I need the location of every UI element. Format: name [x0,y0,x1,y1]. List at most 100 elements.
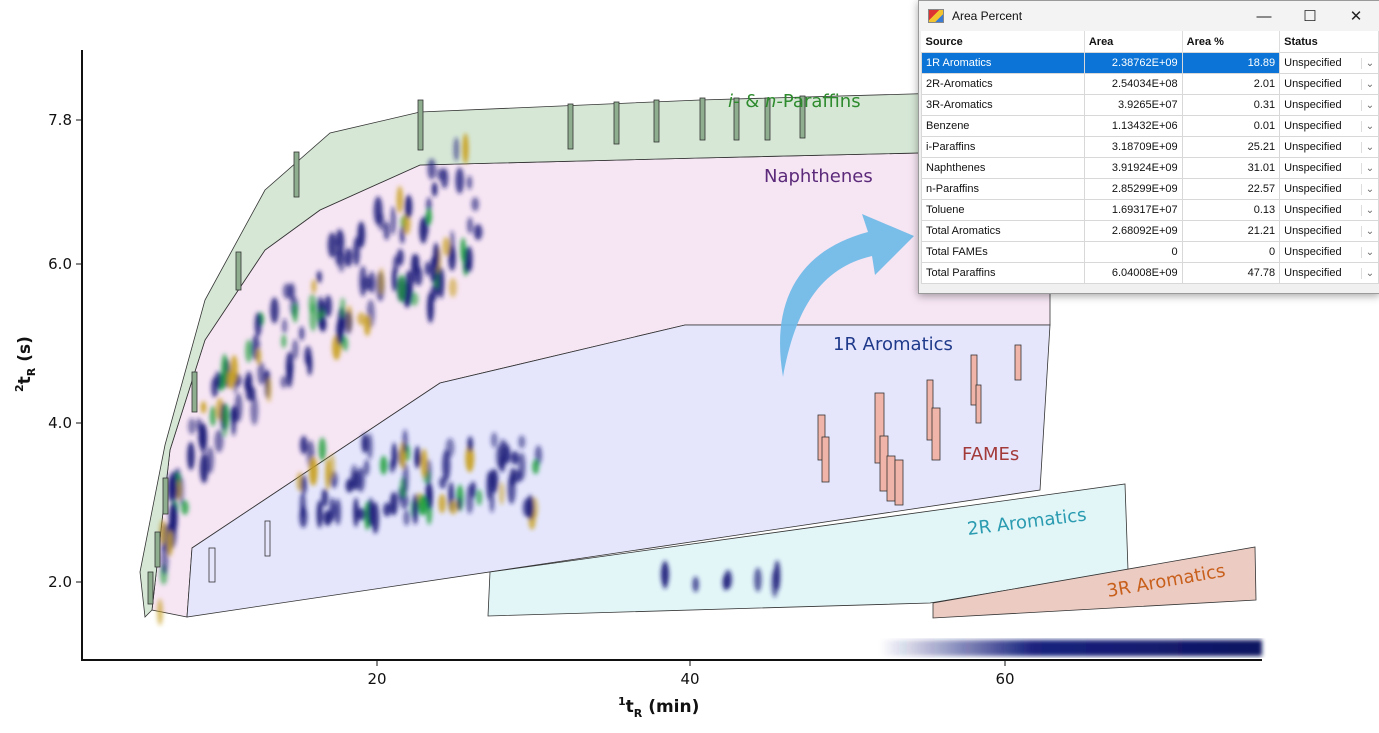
peak [438,267,445,299]
peak [363,459,370,476]
chevron-down-icon[interactable]: ⌄ [1361,120,1378,132]
peak-box [191,371,198,413]
x-tick: 60 [995,660,1015,688]
cell-source[interactable]: Toluene [921,199,1085,221]
chevron-down-icon[interactable]: ⌄ [1361,162,1378,174]
status-dropdown[interactable]: Unspecified ⌄ [1279,136,1379,158]
svg-text:2.0: 2.0 [48,573,72,591]
cell-source[interactable]: Naphthenes [921,157,1085,179]
status-value: Unspecified [1284,246,1342,258]
region-1r-aromatics [186,324,1051,618]
peak [467,436,474,452]
maximize-button[interactable]: ☐ [1303,8,1317,25]
arrow-icon [780,214,914,377]
col-header-source[interactable]: Source [921,31,1085,53]
table-row[interactable]: Toluene 1.69317E+07 0.13 Unspecified ⌄ [921,199,1379,221]
cell-source[interactable]: 2R-Aromatics [921,73,1085,95]
chevron-down-icon[interactable]: ⌄ [1361,246,1378,258]
peak [291,339,299,360]
status-dropdown[interactable]: Unspecified ⌄ [1279,73,1379,95]
peak [353,497,359,528]
status-dropdown[interactable]: Unspecified ⌄ [1279,115,1379,137]
x-tick: 20 [367,660,387,688]
peak [371,502,380,534]
chevron-down-icon[interactable]: ⌄ [1361,183,1378,195]
peak [206,446,214,474]
chevron-down-icon[interactable]: ⌄ [1361,78,1378,90]
col-header-area-pct[interactable]: Area % [1182,31,1281,53]
peak [466,217,474,234]
cell-source[interactable]: i-Paraffins [921,136,1085,158]
cell-source[interactable]: Total Aromatics [921,220,1085,242]
table-row[interactable]: 1R Aromatics 2.38762E+09 18.89 Unspecified ⌄ [921,52,1379,74]
chevron-down-icon[interactable]: ⌄ [1361,204,1378,216]
status-dropdown[interactable]: Unspecified ⌄ [1279,262,1379,284]
peak [773,560,781,591]
peak [383,221,390,241]
peak [367,433,373,460]
peak-box [154,531,161,568]
table-row[interactable]: Total FAMEs 0 0 Unspecified ⌄ [921,241,1379,263]
status-dropdown[interactable]: Unspecified ⌄ [1279,157,1379,179]
table-row[interactable]: i-Paraffins 3.18709E+09 25.21 Unspecified ⌄ [921,136,1379,158]
cell-source[interactable]: Total FAMEs [921,241,1085,263]
cell-source[interactable]: n-Paraffins [921,178,1085,200]
window-title: Area Percent [952,9,1023,23]
peak [661,560,669,590]
cell-source[interactable]: Benzene [921,115,1085,137]
status-dropdown[interactable]: Unspecified ⌄ [1279,52,1379,74]
peak [159,519,167,546]
peak-box [162,477,169,515]
status-dropdown[interactable]: Unspecified ⌄ [1279,178,1379,200]
close-button[interactable]: ✕ [1349,8,1363,25]
minimize-button[interactable]: — [1256,7,1272,25]
cell-source[interactable]: 1R Aromatics [921,52,1085,74]
peak-box [208,547,216,583]
cell-source[interactable]: Total Paraffins [921,262,1085,284]
peak [455,167,465,194]
peak [754,567,762,592]
status-dropdown[interactable]: Unspecified ⌄ [1279,199,1379,221]
svg-text:20: 20 [367,670,386,688]
peak-box [293,151,300,198]
table-row[interactable]: Total Paraffins 6.04008E+09 47.78 Unspecifi… [921,262,1379,284]
peak [440,168,449,189]
cell-area: 2.68092E+09 [1083,220,1183,242]
title-bar[interactable]: Area Percent — ☐ ✕ [919,1,1379,31]
peak [344,248,353,267]
status-dropdown[interactable]: Unspecified ⌄ [1279,94,1379,116]
col-header-status[interactable]: Status [1279,31,1379,53]
status-dropdown[interactable]: Unspecified ⌄ [1279,241,1379,263]
area-table: Source Area Area % Status 1R Aromatics 2.… [921,31,1379,284]
chevron-down-icon[interactable]: ⌄ [1361,57,1378,69]
chevron-down-icon[interactable]: ⌄ [1361,267,1378,279]
table-row[interactable]: Benzene 1.13432E+06 0.01 Unspecified ⌄ [921,115,1379,137]
table-row[interactable]: Naphthenes 3.91924E+09 31.01 Unspecified ⌄ [921,157,1379,179]
table-row[interactable]: n-Paraffins 2.85299E+09 22.57 Unspecified ⌄ [921,178,1379,200]
status-dropdown[interactable]: Unspecified ⌄ [1279,220,1379,242]
peak [329,453,336,479]
peak [344,310,353,335]
cell-area-pct: 21.21 [1181,220,1281,242]
peak [462,133,469,165]
table-row[interactable]: Total Aromatics 2.68092E+09 21.21 Unspecifi… [921,220,1379,242]
peak-box [821,436,830,483]
table-row[interactable]: 2R-Aromatics 2.54034E+08 2.01 Unspecified ⌄ [921,73,1379,95]
status-value: Unspecified [1284,141,1342,153]
cell-area-pct: 0.01 [1181,115,1281,137]
chevron-down-icon[interactable]: ⌄ [1361,141,1378,153]
peak [471,197,480,212]
peak [200,401,207,414]
peak [722,574,730,591]
chevron-down-icon[interactable]: ⌄ [1361,225,1378,237]
status-value: Unspecified [1284,99,1342,111]
peak [404,194,413,219]
table-row[interactable]: 3R-Aromatics 3.9265E+07 0.31 Unspecified ⌄ [921,94,1379,116]
peak [324,295,332,318]
status-value: Unspecified [1284,120,1342,132]
cell-source[interactable]: 3R-Aromatics [921,94,1085,116]
peak [304,345,312,367]
col-header-area[interactable]: Area [1084,31,1183,53]
region-3r-aromatics [932,546,1257,619]
chevron-down-icon[interactable]: ⌄ [1361,99,1378,111]
